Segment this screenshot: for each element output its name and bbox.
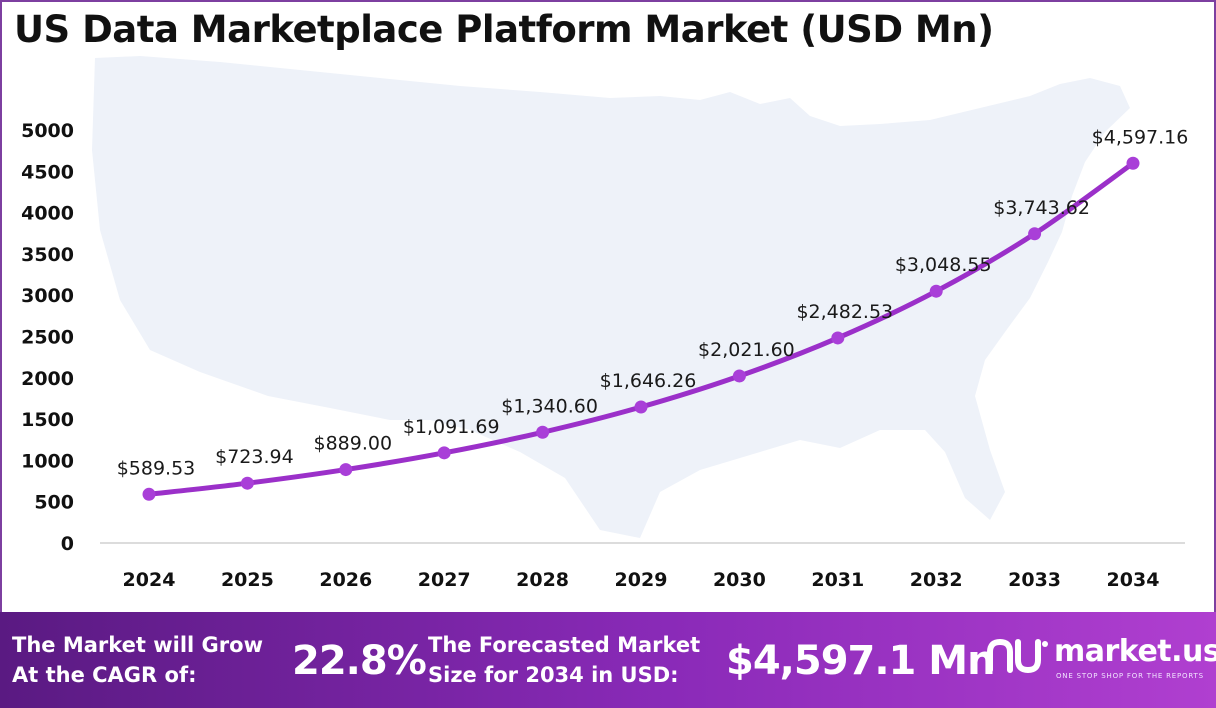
data-label-2033: $3,743.62 xyxy=(993,197,1090,219)
data-point-2024 xyxy=(142,487,156,501)
data-label-2026: $889.00 xyxy=(314,433,393,455)
y-tick-label-500: 500 xyxy=(34,492,74,514)
cagr-label-line2: At the CAGR of: xyxy=(12,663,197,687)
forecast-label-line1: The Forecasted Market xyxy=(428,633,701,657)
y-tick-label-4000: 4000 xyxy=(21,203,74,225)
y-tick-label-5000: 5000 xyxy=(21,120,74,142)
y-tick-label-2500: 2500 xyxy=(21,327,74,349)
y-tick-label-1000: 1000 xyxy=(21,450,74,472)
data-point-2032 xyxy=(929,284,943,298)
data-point-2029 xyxy=(634,400,648,414)
data-point-2030 xyxy=(732,369,746,383)
x-tick-label-2031: 2031 xyxy=(811,569,864,591)
cagr-label-line1: The Market will Grow xyxy=(12,633,263,657)
data-markers xyxy=(142,156,1140,501)
data-label-2028: $1,340.60 xyxy=(501,395,598,417)
us-map-silhouette xyxy=(92,56,1130,538)
data-label-2031: $2,482.53 xyxy=(796,301,893,323)
chart-title: US Data Marketplace Platform Market (USD… xyxy=(14,8,994,51)
x-tick-label-2024: 2024 xyxy=(123,569,176,591)
x-tick-label-2025: 2025 xyxy=(221,569,274,591)
data-labels: $589.53$723.94$889.00$1,091.69$1,340.60$… xyxy=(117,126,1189,479)
series-line xyxy=(146,160,1136,497)
brand-tagline: ONE STOP SHOP FOR THE REPORTS xyxy=(1056,672,1204,680)
data-point-2026 xyxy=(339,463,353,477)
x-tick-label-2026: 2026 xyxy=(319,569,372,591)
data-label-2029: $1,646.26 xyxy=(600,370,697,392)
data-point-2031 xyxy=(831,331,845,345)
data-label-2025: $723.94 xyxy=(215,446,294,468)
y-tick-label-3500: 3500 xyxy=(21,244,74,266)
market-us-logo-icon xyxy=(987,638,1048,674)
data-label-2030: $2,021.60 xyxy=(698,339,795,361)
forecast-value: $4,597.1 Mn xyxy=(726,638,996,684)
x-axis: 2024 2025 2026 2027 2028 2029 2030 2031 2032 2033… xyxy=(123,569,1160,591)
forecast-label-line2: Size for 2034 in USD: xyxy=(428,663,679,687)
data-label-2027: $1,091.69 xyxy=(403,416,500,438)
data-point-2034 xyxy=(1126,156,1140,170)
y-tick-label-2000: 2000 xyxy=(21,368,74,390)
data-point-2028 xyxy=(536,425,550,439)
y-tick-label-4500: 4500 xyxy=(21,161,74,183)
brand-logo[interactable]: market.us ONE STOP SHOP FOR THE REPORTS xyxy=(986,634,1216,694)
x-tick-label-2029: 2029 xyxy=(615,569,668,591)
line-chart: 0 500 1000 1500 2000 2500 3000 3500 4000 4500 5000… xyxy=(21,56,1189,591)
cagr-label: The Market will Grow At the CAGR of: xyxy=(12,630,263,690)
data-label-2024: $589.53 xyxy=(117,457,196,479)
y-axis: 0 500 1000 1500 2000 2500 3000 3500 4000 4500 5000 xyxy=(21,120,74,555)
data-point-2025 xyxy=(240,476,254,490)
data-label-2034: $4,597.16 xyxy=(1092,126,1189,148)
data-point-2027 xyxy=(437,446,451,460)
x-tick-label-2027: 2027 xyxy=(418,569,471,591)
footer-banner: The Market will Grow At the CAGR of: 22.… xyxy=(0,612,1216,708)
x-tick-label-2030: 2030 xyxy=(713,569,766,591)
x-tick-label-2028: 2028 xyxy=(516,569,569,591)
x-tick-label-2033: 2033 xyxy=(1008,569,1061,591)
data-point-2033 xyxy=(1028,227,1042,241)
x-tick-label-2034: 2034 xyxy=(1107,569,1160,591)
brand-name: market.us xyxy=(1054,634,1216,669)
y-tick-label-1500: 1500 xyxy=(21,409,74,431)
x-tick-label-2032: 2032 xyxy=(910,569,963,591)
forecast-label: The Forecasted Market Size for 2034 in U… xyxy=(428,630,700,690)
cagr-value: 22.8% xyxy=(292,638,427,684)
y-tick-label-3000: 3000 xyxy=(21,285,74,307)
y-tick-label-0: 0 xyxy=(61,533,74,555)
data-label-2032: $3,048.55 xyxy=(895,254,992,276)
